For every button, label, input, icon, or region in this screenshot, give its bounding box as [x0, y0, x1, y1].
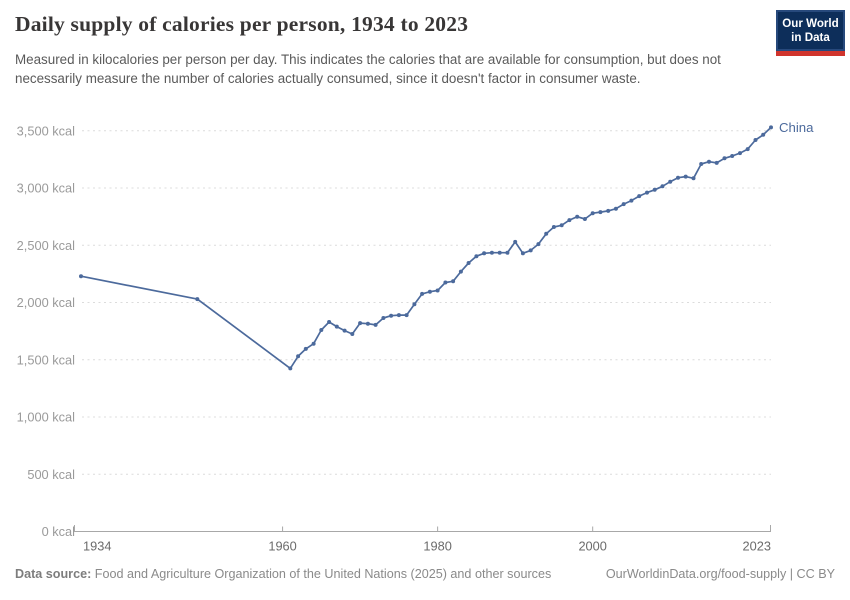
data-point-marker[interactable] — [590, 211, 595, 216]
data-point-marker[interactable] — [559, 223, 564, 228]
series-line-china[interactable] — [80, 126, 772, 370]
data-point-marker[interactable] — [458, 269, 463, 274]
data-point-marker[interactable] — [575, 214, 580, 219]
data-point-marker[interactable] — [714, 160, 719, 165]
data-point-marker[interactable] — [79, 274, 83, 279]
data-point-marker[interactable] — [629, 198, 634, 203]
data-point-marker[interactable] — [350, 332, 355, 336]
data-point-marker[interactable] — [497, 250, 502, 255]
data-point-marker[interactable] — [466, 261, 471, 265]
data-point-marker[interactable] — [451, 279, 456, 284]
data-point-marker[interactable] — [528, 248, 533, 253]
data-point-marker[interactable] — [327, 320, 332, 324]
data-point-marker[interactable] — [769, 125, 773, 130]
data-point-marker[interactable] — [381, 316, 386, 320]
owid-logo-line1: Our World — [782, 17, 839, 30]
data-point-marker[interactable] — [520, 251, 525, 256]
data-point-marker[interactable] — [482, 251, 487, 256]
data-point-marker[interactable] — [412, 302, 417, 307]
data-point-marker[interactable] — [365, 321, 370, 326]
data-point-marker[interactable] — [738, 151, 742, 156]
data-point-marker[interactable] — [730, 154, 735, 158]
data-point-marker[interactable] — [645, 190, 649, 195]
data-point-marker[interactable] — [311, 341, 316, 346]
data-point-marker[interactable] — [342, 328, 347, 333]
data-point-marker[interactable] — [637, 194, 642, 199]
y-axis-tick-label: 1,500 kcal — [17, 352, 75, 367]
data-point-marker[interactable] — [660, 184, 665, 189]
page-title: Daily supply of calories per person, 193… — [15, 12, 469, 36]
data-point-marker[interactable] — [505, 250, 510, 255]
y-axis-tick-label: 2,500 kcal — [17, 238, 75, 253]
data-point-marker[interactable] — [676, 175, 680, 180]
data-point-marker[interactable] — [691, 176, 696, 181]
data-point-marker[interactable] — [513, 239, 518, 244]
owid-logo-line2: in Data — [791, 31, 830, 45]
data-source-note: Data source: Food and Agriculture Organi… — [15, 567, 551, 581]
data-point-marker[interactable] — [288, 366, 293, 371]
data-point-marker[interactable] — [427, 289, 432, 294]
data-point-marker[interactable] — [296, 354, 301, 359]
data-point-marker[interactable] — [598, 210, 603, 215]
owid-logo[interactable]: Our World in Data — [776, 10, 845, 52]
x-axis-tick-label: 2000 — [578, 539, 606, 554]
y-axis-tick-label: 3,500 kcal — [17, 123, 75, 138]
owid-logo-red-bar — [776, 51, 845, 56]
data-point-marker[interactable] — [195, 297, 200, 302]
data-point-marker[interactable] — [404, 313, 409, 318]
data-point-marker[interactable] — [373, 322, 378, 327]
data-point-marker[interactable] — [420, 291, 425, 296]
data-point-marker[interactable] — [396, 313, 401, 318]
data-point-marker[interactable] — [621, 202, 626, 207]
data-point-marker[interactable] — [613, 206, 618, 211]
data-point-marker[interactable] — [745, 147, 750, 152]
data-point-marker[interactable] — [652, 187, 657, 192]
y-axis-tick-label: 3,000 kcal — [17, 181, 75, 196]
data-point-marker[interactable] — [303, 346, 308, 351]
data-source-text: Food and Agriculture Organization of the… — [94, 567, 552, 581]
data-point-marker[interactable] — [722, 156, 727, 161]
data-point-marker[interactable] — [753, 138, 758, 142]
data-point-marker[interactable] — [707, 159, 711, 164]
x-axis-tick-label: 1980 — [423, 539, 451, 554]
chart-footer: Data source: Food and Agriculture Organi… — [15, 567, 835, 581]
y-axis-tick-label: 2,000 kcal — [17, 295, 75, 310]
y-axis-tick-label: 500 kcal — [27, 467, 75, 482]
data-point-marker[interactable] — [683, 174, 688, 179]
data-source-label: Data source: — [15, 567, 92, 581]
data-point-marker[interactable] — [319, 328, 324, 332]
data-point-marker[interactable] — [474, 254, 479, 259]
y-axis-tick-label: 1,000 kcal — [17, 410, 75, 425]
data-point-marker[interactable] — [551, 225, 556, 229]
attribution-link[interactable]: OurWorldinData.org/food-supply | CC BY — [605, 567, 835, 581]
chart-subtitle: Measured in kilocalories per person per … — [15, 52, 721, 87]
data-point-marker[interactable] — [761, 132, 766, 137]
data-point-marker[interactable] — [699, 162, 704, 166]
data-point-marker[interactable] — [443, 280, 448, 285]
data-point-marker[interactable] — [358, 321, 363, 326]
data-point-marker[interactable] — [389, 313, 394, 318]
data-point-marker[interactable] — [435, 288, 440, 293]
y-axis-tick-label: 0 kcal — [42, 524, 75, 539]
data-point-marker[interactable] — [334, 324, 339, 329]
data-point-marker[interactable] — [668, 179, 673, 184]
x-axis-tick-label: 1934 — [83, 539, 111, 554]
data-point-marker[interactable] — [606, 208, 611, 213]
series-label-china[interactable]: China — [779, 120, 814, 135]
data-point-marker[interactable] — [567, 218, 572, 223]
data-point-marker[interactable] — [544, 231, 549, 236]
data-point-marker[interactable] — [582, 217, 587, 221]
x-axis-tick-label: 2023 — [743, 539, 771, 554]
data-point-marker[interactable] — [489, 250, 494, 255]
data-point-marker[interactable] — [536, 242, 541, 247]
x-axis-tick-label: 1960 — [268, 539, 296, 554]
